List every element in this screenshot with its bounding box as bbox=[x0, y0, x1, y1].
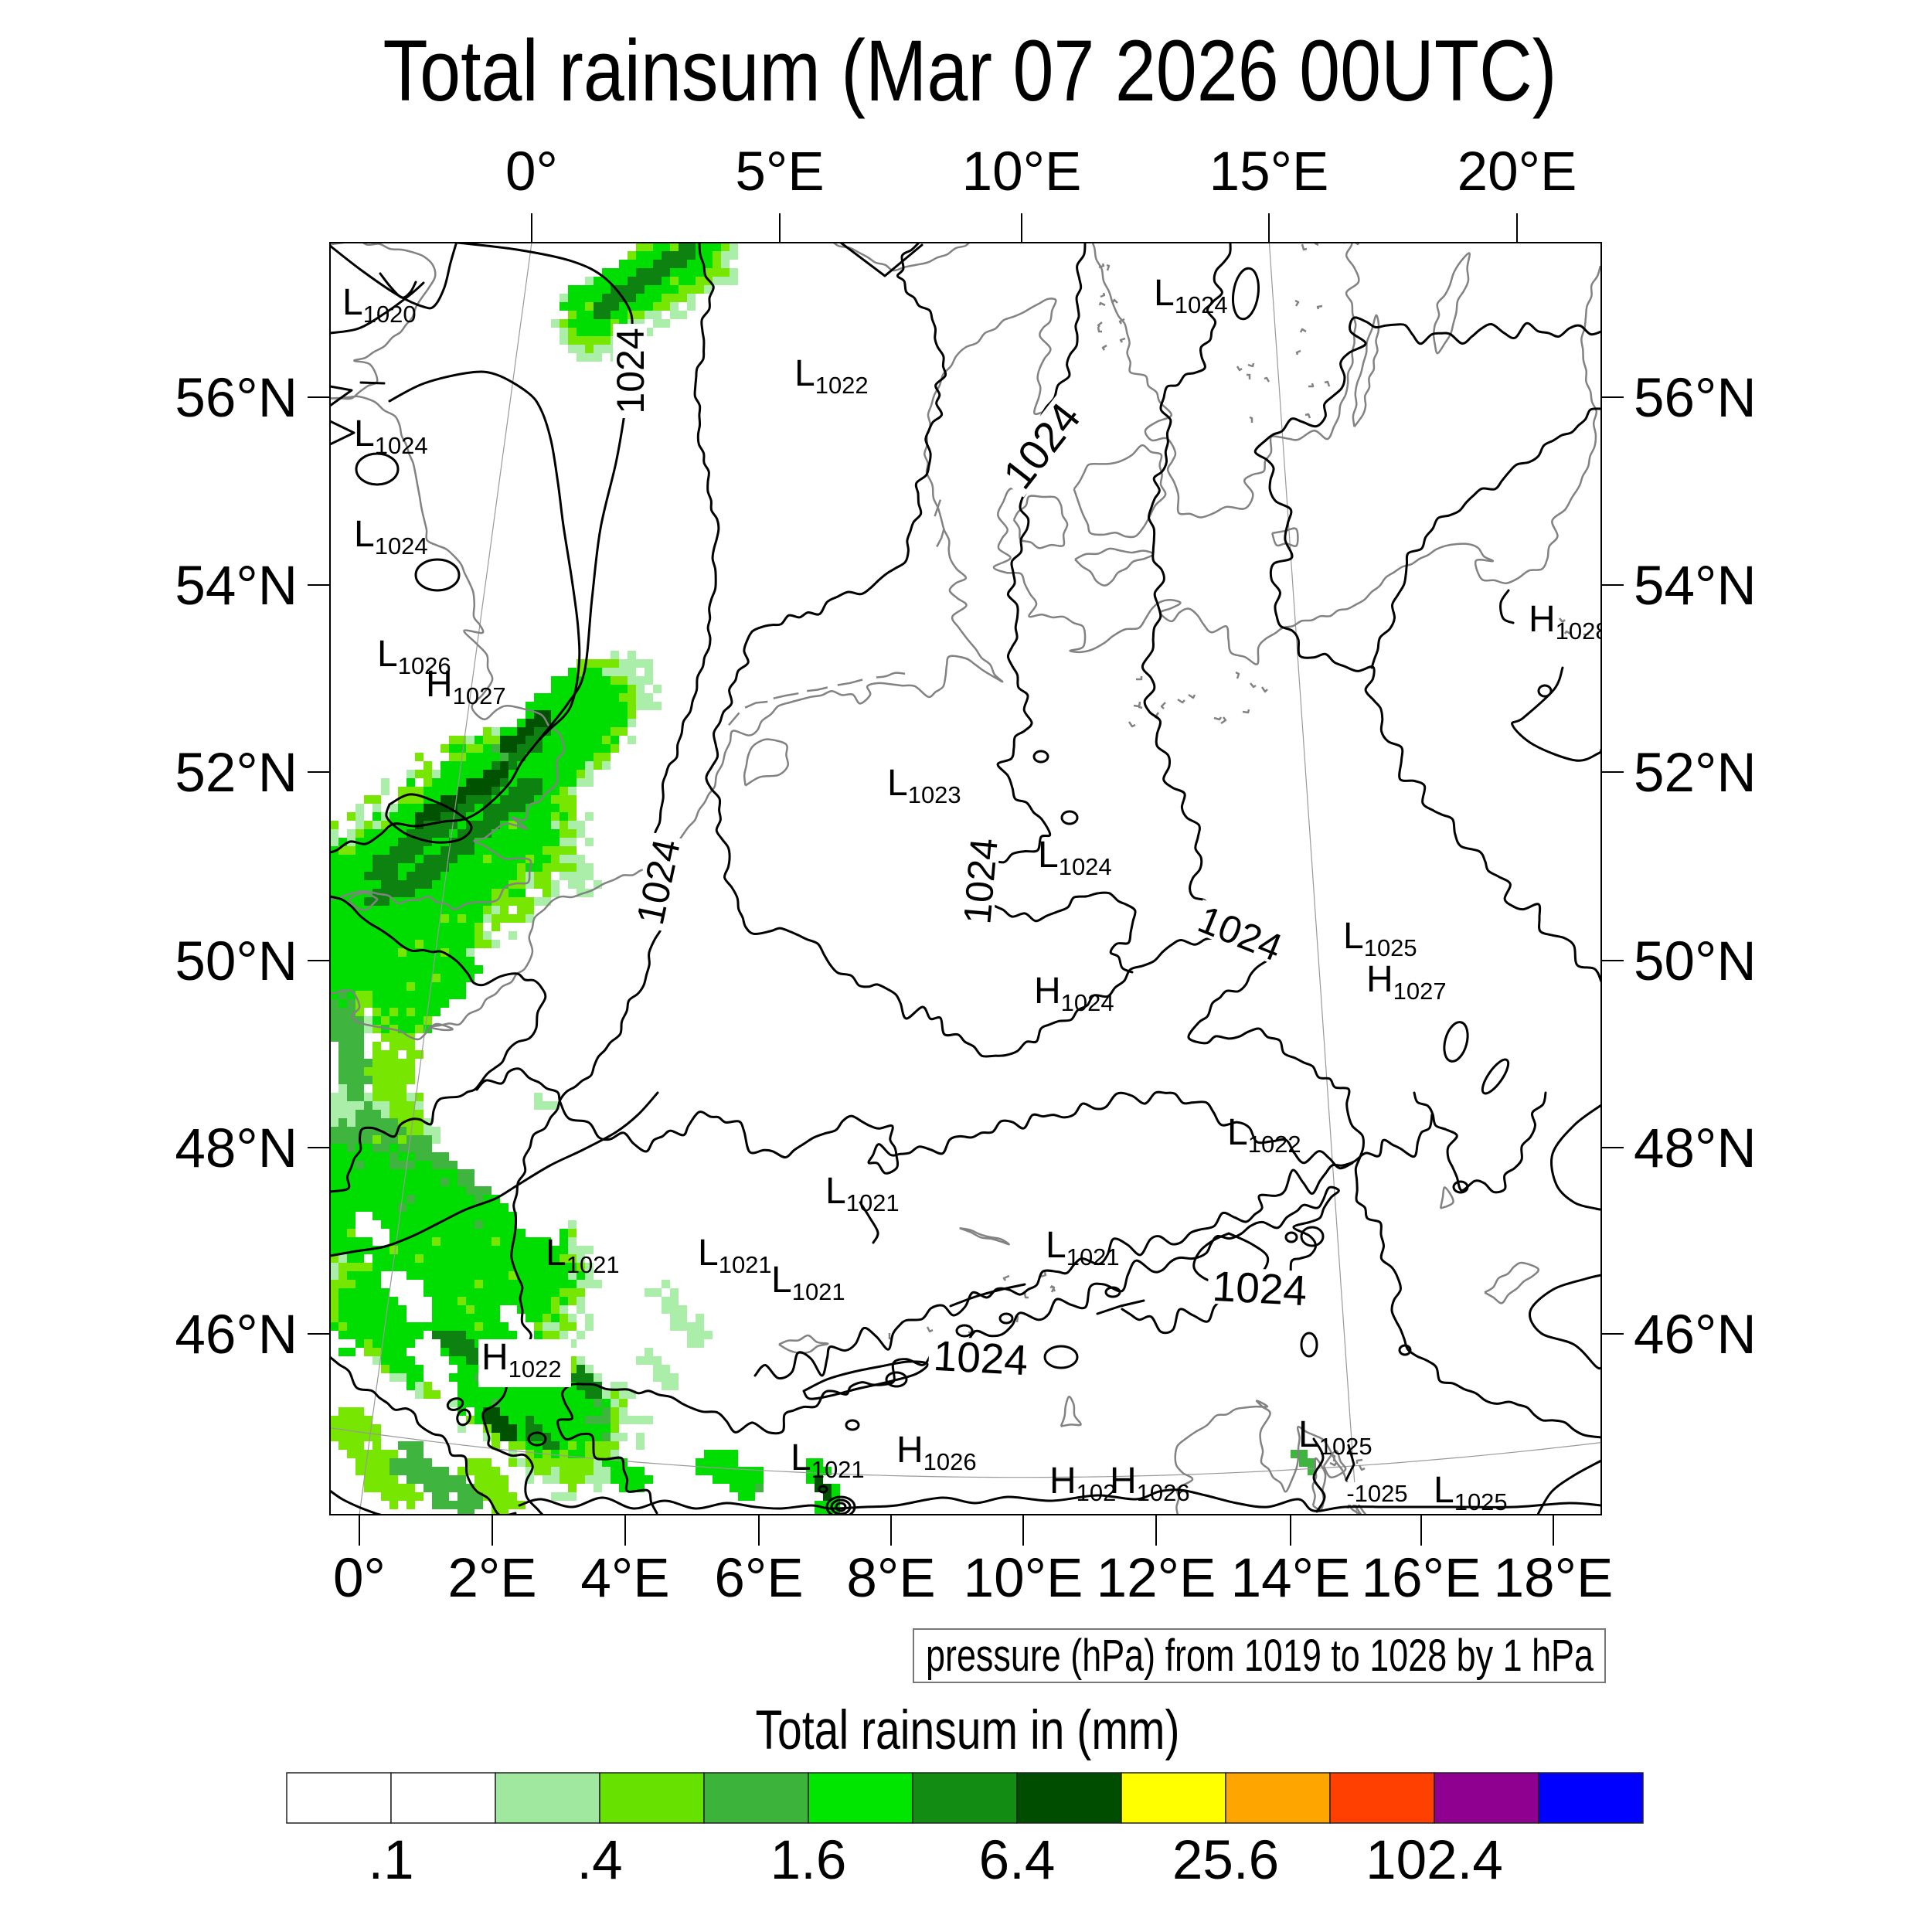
svg-text:pressure (hPa) from 1019 to 10: pressure (hPa) from 1019 to 1028 by 1 hP… bbox=[926, 1631, 1594, 1681]
svg-text:L1021: L1021 bbox=[825, 1171, 900, 1216]
svg-text:54°N: 54°N bbox=[1634, 556, 1757, 617]
svg-text:4°E: 4°E bbox=[580, 1548, 669, 1609]
svg-text:L1026: L1026 bbox=[377, 634, 451, 679]
svg-text:5°E: 5°E bbox=[735, 141, 824, 202]
svg-text:46°N: 46°N bbox=[1634, 1304, 1757, 1366]
svg-text:6.4: 6.4 bbox=[979, 1830, 1056, 1891]
svg-text:20°E: 20°E bbox=[1458, 141, 1577, 202]
svg-text:56°N: 56°N bbox=[175, 368, 298, 429]
svg-text:L1025: L1025 bbox=[1343, 916, 1417, 961]
svg-text:102.4: 102.4 bbox=[1366, 1830, 1503, 1891]
svg-text:1024: 1024 bbox=[1211, 1262, 1308, 1315]
svg-text:56°N: 56°N bbox=[1634, 368, 1757, 429]
svg-text:0°: 0° bbox=[333, 1548, 386, 1609]
svg-text:-1025: -1025 bbox=[1346, 1480, 1407, 1507]
svg-text:1.6: 1.6 bbox=[770, 1830, 847, 1891]
svg-text:14°E: 14°E bbox=[1231, 1548, 1351, 1609]
svg-text:10°E: 10°E bbox=[964, 1548, 1083, 1609]
svg-text:.4: .4 bbox=[577, 1830, 622, 1891]
svg-text:Total rainsum (Mar 07 2026 00U: Total rainsum (Mar 07 2026 00UTC) bbox=[383, 22, 1557, 119]
svg-text:1024: 1024 bbox=[932, 1332, 1029, 1384]
svg-text:15°E: 15°E bbox=[1209, 141, 1329, 202]
svg-text:L1021: L1021 bbox=[771, 1260, 845, 1305]
svg-text:1024: 1024 bbox=[609, 328, 652, 413]
svg-text:0°: 0° bbox=[505, 141, 558, 202]
svg-text:50°N: 50°N bbox=[175, 931, 298, 992]
svg-text:Total rainsum in (mm): Total rainsum in (mm) bbox=[756, 1700, 1180, 1761]
svg-text:52°N: 52°N bbox=[175, 743, 298, 804]
svg-text:46°N: 46°N bbox=[175, 1304, 298, 1366]
svg-text:2°E: 2°E bbox=[447, 1548, 536, 1609]
svg-text:8°E: 8°E bbox=[846, 1548, 935, 1609]
svg-text:6°E: 6°E bbox=[714, 1548, 803, 1609]
svg-text:54°N: 54°N bbox=[175, 556, 298, 617]
svg-text:1024: 1024 bbox=[955, 836, 1005, 926]
svg-text:52°N: 52°N bbox=[1634, 743, 1757, 804]
svg-text:50°N: 50°N bbox=[1634, 931, 1757, 992]
svg-text:18°E: 18°E bbox=[1494, 1548, 1614, 1609]
svg-text:25.6: 25.6 bbox=[1172, 1830, 1279, 1891]
svg-text:48°N: 48°N bbox=[175, 1118, 298, 1179]
svg-text:48°N: 48°N bbox=[1634, 1118, 1757, 1179]
svg-text:12°E: 12°E bbox=[1097, 1548, 1216, 1609]
svg-text:10°E: 10°E bbox=[962, 141, 1082, 202]
svg-text:16°E: 16°E bbox=[1362, 1548, 1481, 1609]
svg-text:.1: .1 bbox=[368, 1830, 413, 1891]
